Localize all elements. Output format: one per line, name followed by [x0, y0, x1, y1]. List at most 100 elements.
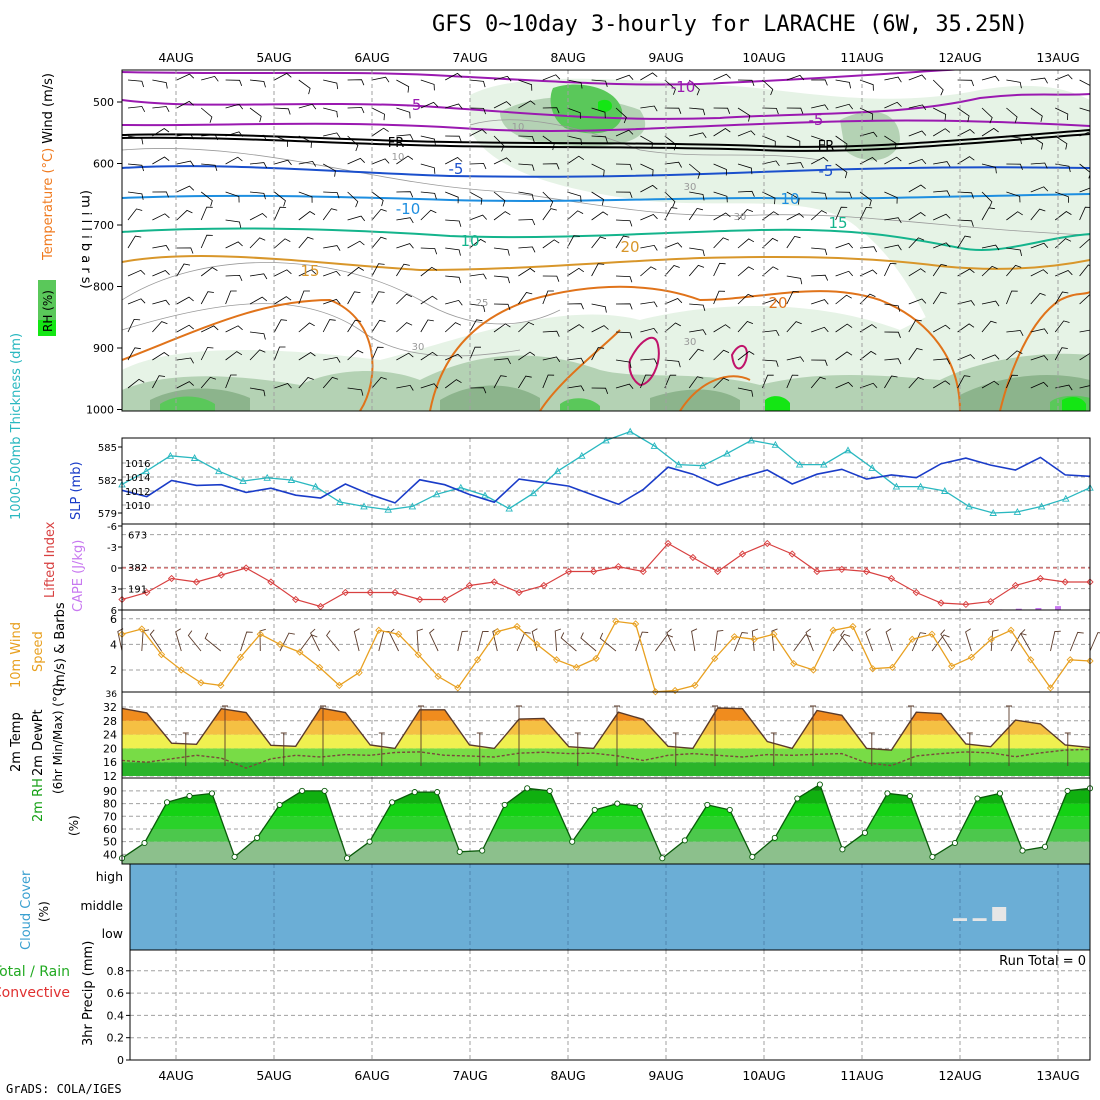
wind-speed-point [967, 653, 976, 661]
wind-barb [445, 353, 463, 361]
wind-barb [688, 79, 700, 96]
wind-barb [493, 101, 512, 109]
wind-barb [518, 79, 533, 91]
wind-barb [1006, 79, 1022, 89]
wind-barb [469, 191, 483, 205]
wind-speed-point [296, 648, 304, 656]
wind-barb [688, 207, 703, 221]
wind-barb [566, 324, 585, 333]
wind-barb [225, 274, 243, 282]
wind-barb-10m [1020, 629, 1032, 652]
wind-speed-point [1046, 684, 1055, 692]
li-point [143, 588, 151, 597]
wind-barb [127, 298, 146, 305]
contour-label: FR [818, 139, 835, 154]
wind-barb-10m [416, 628, 423, 652]
freezing-contour-b [122, 133, 1090, 152]
wind-barb [762, 359, 779, 367]
temp-label-wrap3: (6hr Min/Max) (°C) [51, 683, 65, 794]
temp-label-c: (6hr Min/Max) (°C) [51, 683, 65, 794]
contour-label: -5 [407, 96, 422, 114]
wind-barb [518, 246, 536, 253]
wind-barb [1030, 292, 1046, 305]
wind-barb-10m [429, 628, 439, 652]
rh-point [816, 781, 823, 788]
wind-barb [640, 135, 654, 149]
wind-barb [664, 322, 681, 333]
wind-barb [786, 321, 802, 333]
temp-contour-minus5a [122, 93, 1090, 120]
wind-barb [640, 374, 652, 389]
wind-speed-point [454, 684, 462, 692]
wind-barb [762, 237, 779, 249]
wind-barb [371, 208, 387, 221]
wind-speed-point [394, 630, 403, 638]
rh-point [771, 834, 778, 841]
wind-barb [225, 156, 243, 165]
thickness-line [121, 430, 1091, 514]
wind-barb [640, 72, 658, 81]
wind-barb [957, 79, 974, 87]
li-point [912, 588, 920, 597]
li-point [565, 567, 573, 576]
wind-barb-10m [259, 628, 266, 652]
wind-barb [542, 107, 560, 114]
wind-barb [908, 348, 923, 361]
wind-barb [640, 244, 658, 251]
wind-barb [152, 128, 170, 137]
li-point [441, 595, 449, 604]
wind-barb-10m [240, 631, 253, 652]
wind-barb-10m [931, 634, 950, 652]
date-label-bottom: 6AUG [354, 1068, 389, 1083]
wind-speed-point [533, 640, 541, 649]
wind-barb [811, 104, 829, 111]
wind-barb [176, 247, 194, 254]
wind-barb [1079, 238, 1090, 249]
wind-barb [810, 376, 826, 389]
wind-tick-label: 4 [110, 638, 117, 651]
contour-label: 20 [620, 238, 639, 256]
precip-tick-label: 0 [117, 1054, 124, 1067]
wind-barb [933, 358, 951, 365]
temp-band [122, 734, 1090, 749]
wind-barb [786, 275, 803, 285]
wind-barb [542, 356, 561, 363]
wind-barb [786, 162, 804, 169]
wind-barb [445, 157, 463, 165]
li-point [192, 578, 201, 586]
wind-speed-point [612, 617, 620, 626]
wind-barb [1006, 163, 1023, 170]
wind-barb [200, 291, 214, 305]
wind-barb [664, 359, 681, 368]
wind-barb [542, 191, 554, 208]
wind-barb [835, 381, 853, 389]
wind-barb [420, 191, 437, 200]
wind-barb [1030, 381, 1049, 389]
wind-barb [152, 299, 170, 306]
thickness-point [795, 460, 804, 468]
wind-barb [957, 235, 971, 249]
wind-barb [688, 163, 701, 179]
wind-barb [811, 299, 829, 305]
wind-barb [1006, 374, 1019, 389]
wind-speed-point [138, 625, 146, 633]
wind-barb [298, 352, 316, 361]
wind-barb [737, 190, 755, 197]
wind-barb [1079, 264, 1090, 277]
rh-contour [122, 303, 521, 357]
rh-point [726, 806, 733, 813]
wind-barb [835, 135, 848, 150]
wind-barb-10m [911, 632, 927, 652]
wind-barb [347, 191, 359, 208]
wind-barb [347, 319, 362, 333]
rh-point [411, 789, 418, 796]
wind-barb [493, 157, 512, 165]
wind-barb [1030, 186, 1049, 193]
wind-barb [445, 191, 459, 204]
wind-barb [127, 378, 145, 389]
wind-barb [908, 237, 925, 249]
contour-label: -10 [396, 200, 421, 218]
thickness-point [723, 449, 731, 457]
rh-point [884, 790, 891, 797]
wind-speed-point [987, 635, 995, 643]
